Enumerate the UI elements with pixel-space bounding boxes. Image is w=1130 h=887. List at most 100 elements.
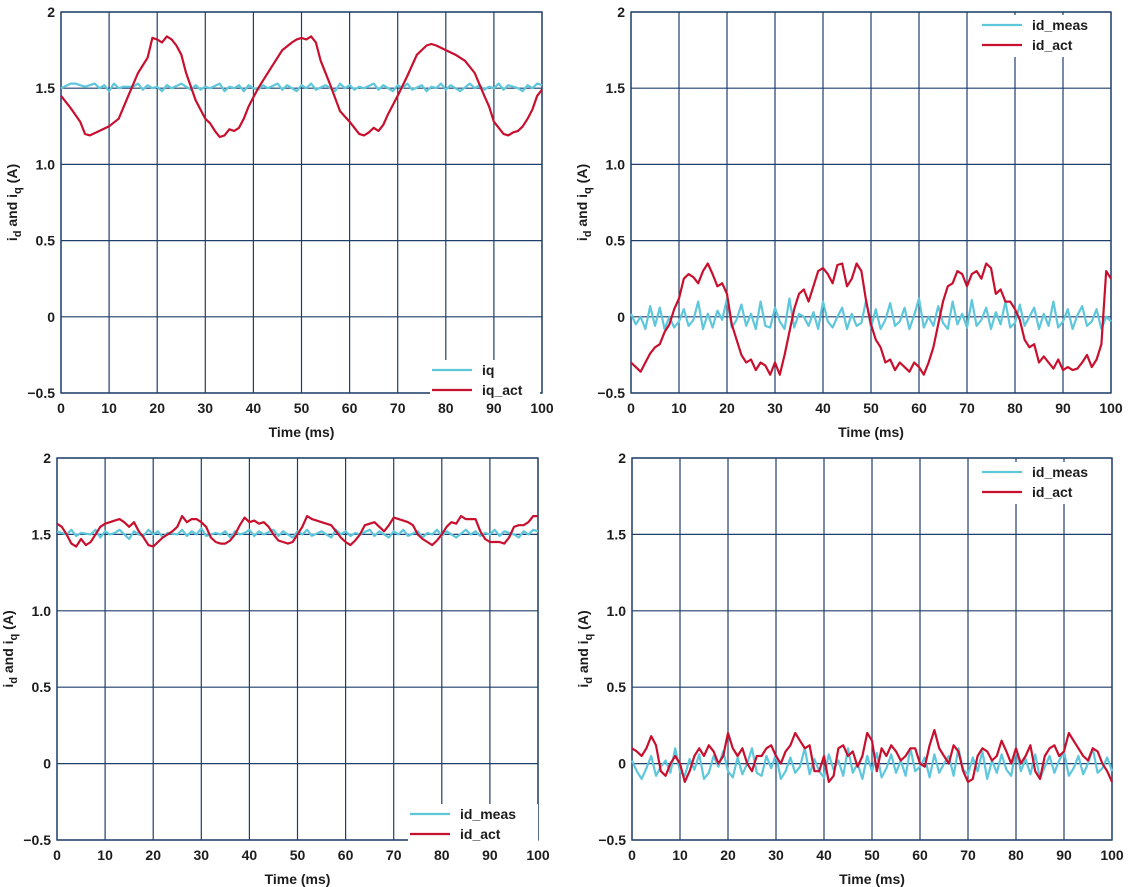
- y-axis-label-part: and i: [0, 640, 16, 677]
- x-tick-label: 70: [386, 847, 402, 863]
- x-tick-label: 90: [486, 400, 502, 416]
- x-tick-label: 90: [1056, 847, 1072, 863]
- x-tick-label: 30: [768, 847, 784, 863]
- y-axis-label-subscript: q: [582, 187, 594, 194]
- series-line-id_act: [56, 514, 538, 548]
- x-tick-label: 40: [242, 847, 258, 863]
- y-axis-label: id and iq (A): [0, 610, 20, 687]
- y-axis-label-part: and i: [574, 194, 590, 231]
- x-tick-label: 10: [672, 847, 688, 863]
- x-tick-label: 60: [912, 847, 928, 863]
- y-tick-label: 1.5: [32, 526, 52, 542]
- y-tick-label: 0.5: [32, 679, 52, 695]
- y-tick-label: 2: [617, 4, 625, 20]
- chart-panel-3: 0 10 20 30 40 50 60 70 80 90 100−0.500.51.01.52Tim…: [0, 450, 550, 887]
- legend-background: [980, 462, 1110, 504]
- x-tick-label: 50: [294, 400, 310, 416]
- x-tick-label: 30: [198, 400, 214, 416]
- x-tick-label: 10: [101, 400, 117, 416]
- y-axis-label-subscript: d: [12, 231, 24, 238]
- x-tick-label: 40: [816, 847, 832, 863]
- series-line-id_meas: [630, 747, 1114, 781]
- legend-label-id_act: id_act: [460, 826, 501, 842]
- y-tick-label: 0.5: [606, 233, 626, 249]
- y-axis-label: id and iq (A): [575, 610, 595, 687]
- x-tick-label: 0: [57, 400, 65, 416]
- y-axis-label-part: and i: [4, 194, 20, 231]
- plot-frame: [56, 457, 539, 841]
- x-tick-label: 90: [1055, 400, 1071, 416]
- x-tick-label: 20: [149, 400, 165, 416]
- y-tick-label: 1.5: [606, 80, 626, 96]
- x-tick-label: 10: [671, 400, 687, 416]
- y-axis-label-part: (A): [574, 164, 590, 187]
- y-axis-label-part: and i: [575, 640, 591, 677]
- y-axis-label-subscript: q: [583, 634, 595, 641]
- legend-background: [408, 804, 538, 846]
- plot-frame: [60, 11, 543, 394]
- y-axis-label: id and iq (A): [574, 164, 594, 241]
- x-tick-label: 30: [194, 847, 210, 863]
- y-tick-label: −0.5: [598, 832, 626, 848]
- x-tick-label: 90: [482, 847, 498, 863]
- chart-panel-4: 0 10 20 30 40 50 60 70 80 90 100−0.500.51.01.52Tim…: [575, 450, 1124, 887]
- y-axis-label-part: i: [0, 684, 16, 688]
- chart-panel-1: 0 10 20 30 40 50 60 70 80 90 100−0.500.51.01.52Tim…: [4, 4, 554, 440]
- x-axis-label: Time (ms): [838, 424, 904, 440]
- y-tick-label: 1.0: [36, 156, 56, 172]
- x-tick-label: 60: [342, 400, 358, 416]
- y-axis-label-subscript: d: [582, 231, 594, 238]
- series-line-iq_act: [60, 35, 543, 139]
- y-tick-label: 2: [618, 450, 626, 466]
- y-axis-label-part: (A): [0, 610, 16, 633]
- x-tick-label: 40: [815, 400, 831, 416]
- x-tick-label: 0: [627, 400, 635, 416]
- x-tick-label: 70: [960, 847, 976, 863]
- legend-label-id_meas: id_meas: [1032, 464, 1088, 480]
- y-axis-label-part: (A): [4, 164, 20, 187]
- y-axis-label: id and iq (A): [4, 164, 24, 241]
- x-tick-label: 60: [338, 847, 354, 863]
- x-tick-label: 80: [1008, 847, 1024, 863]
- x-tick-label: 0: [628, 847, 636, 863]
- y-tick-label: 1.0: [607, 603, 627, 619]
- legend-label-id_meas: id_meas: [1032, 17, 1088, 33]
- series-line-id_act: [631, 728, 1114, 784]
- y-tick-label: 2: [47, 4, 55, 20]
- y-tick-label: −0.5: [27, 385, 55, 401]
- y-axis-label-subscript: d: [8, 677, 20, 684]
- x-tick-label: 50: [290, 847, 306, 863]
- y-tick-label: 0.5: [607, 679, 627, 695]
- x-tick-label: 100: [1100, 847, 1124, 863]
- y-tick-label: −0.5: [597, 385, 625, 401]
- x-axis-label: Time (ms): [269, 424, 335, 440]
- y-tick-label: 0.5: [36, 233, 56, 249]
- y-tick-label: 0: [617, 309, 625, 325]
- y-axis-label-subscript: q: [8, 634, 20, 641]
- legend-label-id_act: id_act: [1032, 484, 1073, 500]
- x-tick-label: 100: [526, 847, 550, 863]
- x-tick-label: 70: [959, 400, 975, 416]
- legend-background: [980, 15, 1110, 57]
- y-tick-label: 1.5: [607, 526, 627, 542]
- y-axis-label-part: i: [4, 237, 20, 241]
- x-tick-label: 50: [864, 847, 880, 863]
- x-tick-label: 100: [530, 400, 554, 416]
- x-tick-label: 10: [97, 847, 113, 863]
- series-line-iq: [60, 82, 543, 93]
- x-tick-label: 0: [53, 847, 61, 863]
- x-tick-label: 80: [1007, 400, 1023, 416]
- x-axis-label: Time (ms): [265, 871, 331, 887]
- y-axis-label-part: i: [574, 237, 590, 241]
- legend-label-iq: iq: [482, 362, 494, 378]
- x-tick-label: 50: [863, 400, 879, 416]
- y-tick-label: 1.0: [32, 603, 52, 619]
- x-tick-label: 60: [911, 400, 927, 416]
- y-tick-label: −0.5: [23, 832, 51, 848]
- y-tick-label: 1.5: [36, 80, 56, 96]
- x-tick-label: 70: [390, 400, 406, 416]
- legend-label-id_meas: id_meas: [460, 806, 516, 822]
- x-tick-label: 20: [145, 847, 161, 863]
- legend-background: [430, 360, 540, 402]
